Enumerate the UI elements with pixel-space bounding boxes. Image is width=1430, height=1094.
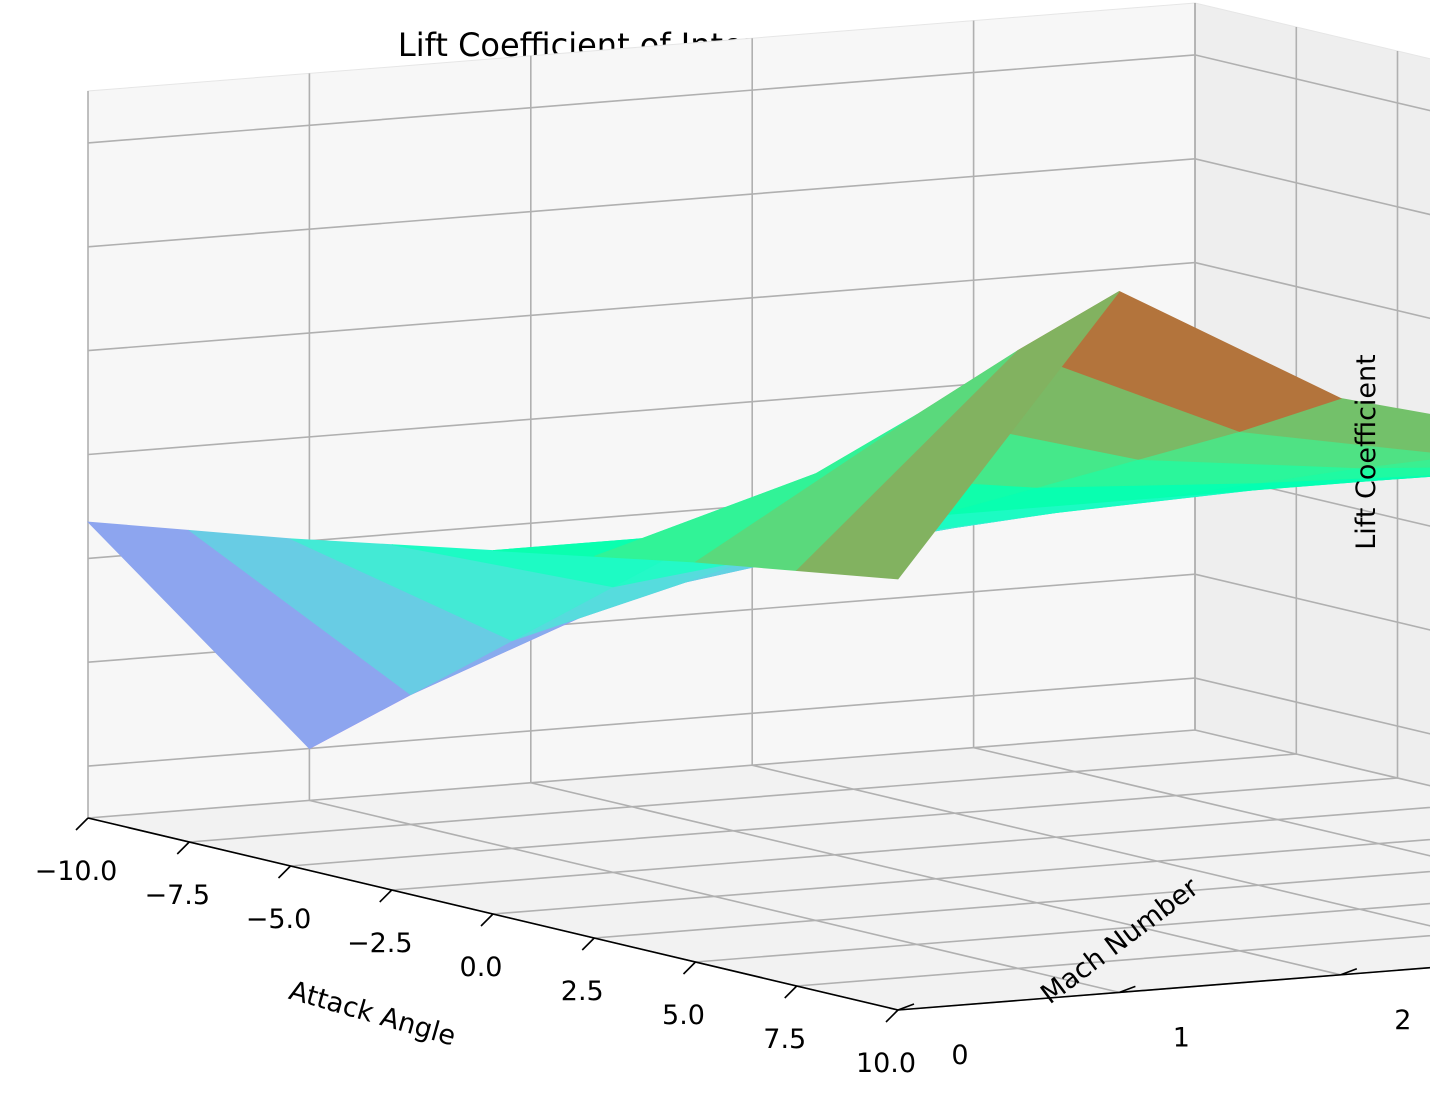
- y-tick-label: 0: [951, 1040, 968, 1071]
- x-grid-line: [796, 934, 1430, 987]
- x-tick-mark: [176, 841, 190, 855]
- y-tick-mark: [897, 1003, 915, 1011]
- y-tick-label: 1: [1173, 1022, 1190, 1053]
- x-tick-label: −2.5: [347, 928, 413, 959]
- x-axis-label: Attack Angle: [286, 975, 460, 1052]
- y-grid-line: [1194, 3, 1430, 787]
- x-tick-mark: [682, 961, 697, 975]
- y-grid-line: [308, 73, 1120, 994]
- x-tick-mark: [379, 889, 393, 903]
- x-tick-label: −7.5: [144, 880, 210, 911]
- x-tick-mark: [784, 985, 798, 999]
- x-grid-line: [594, 870, 1430, 939]
- y-axis-line: [897, 966, 1430, 1011]
- z-grid-line: [87, 261, 1430, 352]
- surface-patch: [795, 291, 1120, 580]
- x-tick-label: −5.0: [246, 904, 312, 935]
- x-tick-label: 7.5: [763, 1024, 806, 1055]
- x-tick-mark: [885, 1009, 899, 1023]
- x-tick-label: −10.0: [35, 856, 118, 887]
- x-tick-mark: [480, 913, 494, 927]
- x-tick-label: 2.5: [561, 976, 604, 1007]
- y-tick-mark: [1340, 968, 1358, 976]
- x-tick-label: 5.0: [662, 1000, 705, 1031]
- tick-marks-and-labels: −10.0−7.5−5.0−2.50.02.55.07.510.0012345−…: [35, 817, 1411, 1079]
- y-tick-mark: [1119, 985, 1136, 994]
- x-tick-mark: [581, 937, 595, 951]
- y-tick-label: 2: [1394, 1005, 1411, 1036]
- x-grid-line: [695, 902, 1430, 963]
- y-grid-line: [972, 20, 1430, 857]
- x-tick-mark: [277, 865, 292, 879]
- y-grid-line: [529, 55, 1341, 976]
- surface-plot: [86, 290, 1430, 749]
- x-grid-line: [492, 838, 1430, 915]
- x-tick-label: 0.0: [460, 952, 503, 983]
- z-grid-line: [87, 54, 1430, 144]
- x-tick-mark: [75, 817, 89, 831]
- y-grid-line: [751, 38, 1430, 927]
- x-grid-line: [391, 806, 1430, 891]
- z-grid-line: [87, 677, 1430, 767]
- z-grid-line: [87, 157, 1430, 248]
- x-tick-label: 10.0: [856, 1048, 916, 1079]
- z-axis-label: Lift Coefficient: [1351, 354, 1382, 550]
